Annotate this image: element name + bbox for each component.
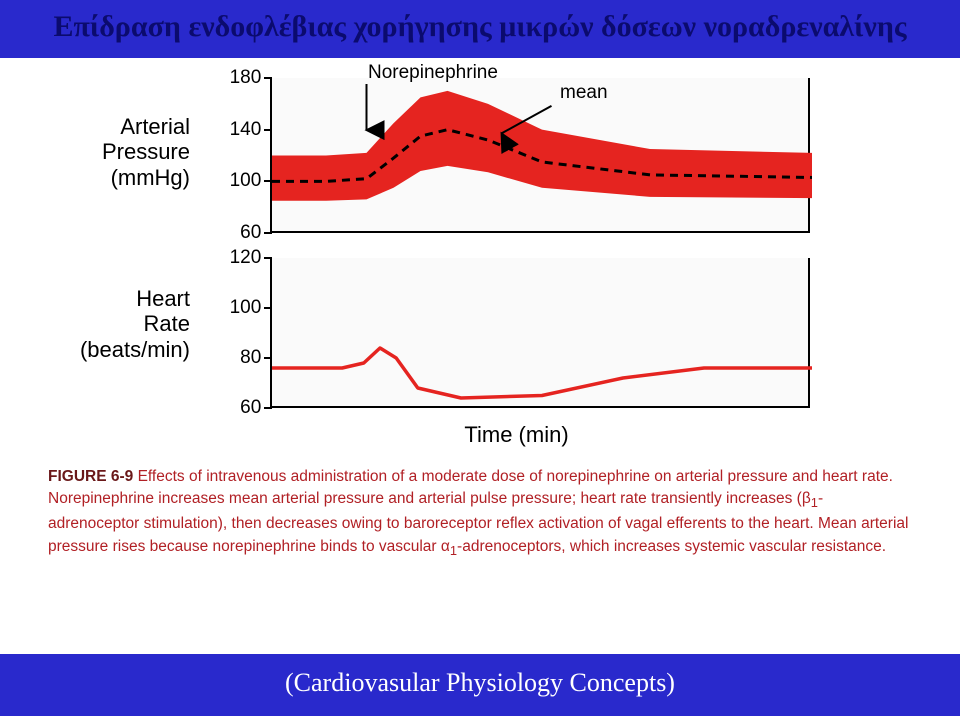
figure-label: FIGURE 6-9 [48, 468, 133, 485]
figure-caption: FIGURE 6-9 Effects of intravenous admini… [48, 466, 912, 561]
arterial-pressure-chart [272, 78, 812, 233]
heart-rate-panel: 6080100120 [270, 258, 810, 408]
arterial-pressure-panel: 60100140180 [270, 78, 810, 233]
content-panel: Arterial Pressure (mmHg) Heart Rate (bea… [0, 58, 960, 654]
xlabel-time: Time (min) [464, 422, 568, 448]
ytick-label: 80 [240, 347, 261, 369]
heart-rate-chart [272, 258, 812, 408]
ytick-label: 60 [240, 397, 261, 419]
ytick-label: 60 [240, 222, 261, 244]
ytick-label: 100 [230, 170, 262, 192]
slide-header: Επίδραση ενδοφλέβιας χορήγησης μικρών δό… [0, 0, 960, 58]
slide-footer: (Cardiovasular Physiology Concepts) [0, 654, 960, 716]
ylabel-arterial-pressure: Arterial Pressure (mmHg) [80, 114, 190, 190]
citation: (Cardiovasular Physiology Concepts) [285, 668, 675, 697]
annot-mean: mean [560, 82, 608, 104]
ytick-label: 120 [230, 247, 262, 269]
ytick-label: 140 [230, 119, 262, 141]
ylabel-heart-rate: Heart Rate (beats/min) [60, 286, 190, 362]
chart-area: Arterial Pressure (mmHg) Heart Rate (bea… [90, 68, 870, 448]
slide-title: Επίδραση ενδοφλέβιας χορήγησης μικρών δό… [20, 10, 940, 44]
ytick-label: 180 [230, 67, 262, 89]
ytick-label: 100 [230, 297, 262, 319]
annot-norepinephrine: Norepinephrine [368, 62, 498, 84]
